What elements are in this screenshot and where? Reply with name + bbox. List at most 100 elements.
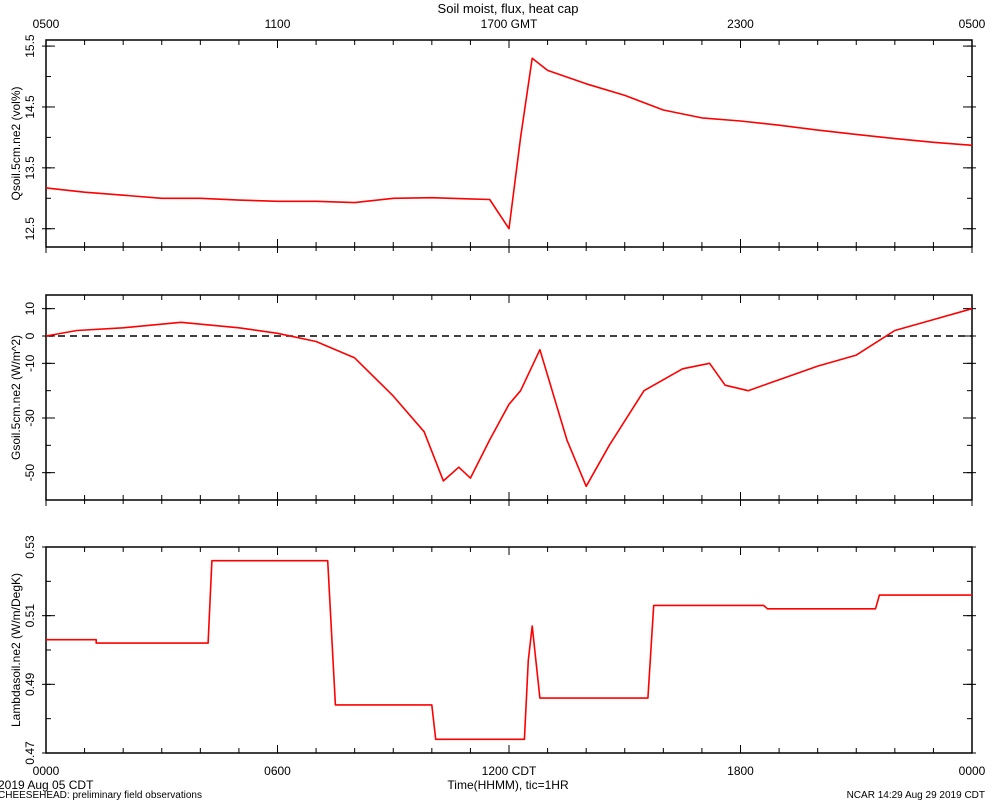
data-point: [609, 445, 611, 447]
data-point: [238, 327, 240, 329]
data-point: [709, 363, 711, 365]
data-point: [45, 187, 47, 189]
data-point: [747, 390, 749, 392]
data-point: [95, 639, 97, 641]
y-tick-label: -10: [23, 354, 37, 372]
series-line: [46, 559, 972, 741]
data-point: [585, 486, 587, 488]
x-axis-label: Time(HHMM), tic=1HR: [447, 778, 569, 792]
data-point: [392, 395, 394, 397]
plot-frame: [45, 39, 973, 248]
data-point: [327, 560, 329, 562]
data-point: [423, 431, 425, 433]
panel-2: -50 -30 -10 0 10 Gsoil.5cm.ne2 (W/m^2): [9, 294, 976, 506]
data-point: [524, 738, 526, 740]
data-point: [817, 129, 819, 131]
data-point: [971, 145, 973, 147]
data-point: [508, 404, 510, 406]
data-point: [701, 117, 703, 119]
data-point: [894, 330, 896, 332]
data-point: [277, 201, 279, 203]
data-point: [84, 191, 86, 193]
plot-frame: [45, 294, 973, 501]
data-point: [894, 138, 896, 140]
series-line: [45, 307, 973, 488]
data-point: [653, 605, 655, 607]
y-tick-label: 0.49: [23, 672, 37, 696]
data-point: [531, 625, 533, 627]
data-point: [489, 199, 491, 201]
bottom-tick-label: 1800: [727, 764, 754, 778]
data-point: [489, 439, 491, 441]
data-point: [520, 390, 522, 392]
y-tick-label: 0: [23, 332, 37, 339]
bottom-tick-label: 0000: [33, 764, 60, 778]
data-point: [315, 201, 317, 203]
y-tick-label: 14.5: [23, 95, 37, 119]
data-point: [508, 228, 510, 230]
y-tick-label: -50: [23, 464, 37, 482]
bottom-tick-label: 0000: [959, 764, 986, 778]
data-point: [200, 197, 202, 199]
data-point: [207, 642, 209, 644]
data-point: [470, 198, 472, 200]
y-tick-label: 0.51: [23, 604, 37, 628]
data-point: [933, 141, 935, 143]
top-tick-label: 0500: [33, 17, 60, 31]
data-point: [122, 327, 124, 329]
data-point: [354, 202, 356, 204]
top-tick-label: 2300: [727, 17, 754, 31]
y-tick-label: 12.5: [23, 217, 37, 241]
footer-date: 2019 Aug 05 CDT: [0, 778, 94, 792]
data-point: [431, 197, 433, 199]
top-tick-label: 1700 GMT: [481, 17, 538, 31]
data-point: [211, 560, 213, 562]
data-point: [470, 477, 472, 479]
data-point: [45, 335, 47, 337]
data-point: [95, 642, 97, 644]
y-tick-label: 0.47: [23, 741, 37, 765]
top-tick-label: 0500: [959, 17, 986, 31]
top-axis-labels: 0500 1100 1700 GMT 2300 0500: [33, 17, 986, 31]
data-point: [682, 368, 684, 370]
data-point: [817, 365, 819, 367]
y-axis-label: Gsoil.5cm.ne2 (W/m^2): [9, 335, 23, 460]
data-point: [778, 124, 780, 126]
data-point: [520, 137, 522, 139]
data-point: [933, 319, 935, 321]
data-point: [724, 384, 726, 386]
chart-title: Soil moist, flux, heat cap: [438, 1, 579, 16]
data-point: [971, 308, 973, 310]
y-axis-label: Lambdasoil.ne2 (W/m/DegK): [9, 573, 23, 727]
top-tick-label: 1100: [265, 17, 291, 31]
data-point: [76, 330, 78, 332]
data-point: [315, 341, 317, 343]
data-point: [458, 466, 460, 468]
bottom-tick-label: 1200 CDT: [482, 764, 537, 778]
y-tick-label: 13.5: [23, 156, 37, 180]
bottom-axis-labels: 0000 0600 1200 CDT 1800 0000: [33, 764, 986, 778]
y-axis-label: Qsoil.5cm.ne2 (vol%): [9, 86, 23, 200]
data-point: [879, 594, 881, 596]
y-tick-label: 15.5: [23, 34, 37, 58]
data-point: [277, 332, 279, 334]
data-point: [335, 704, 337, 706]
data-point: [663, 109, 665, 111]
data-point: [539, 349, 541, 351]
data-point: [161, 197, 163, 199]
data-point: [354, 357, 356, 359]
data-point: [527, 660, 529, 662]
data-point: [763, 605, 765, 607]
data-point: [855, 354, 857, 356]
data-point: [547, 70, 549, 72]
panel-1: 12.5 13.5 14.5 15.5 Qsoil.5cm.ne2 (vol%): [9, 34, 976, 253]
bottom-tick-label: 0600: [264, 764, 291, 778]
y-tick-label: -30: [23, 409, 37, 427]
data-point: [531, 57, 533, 59]
data-point: [238, 199, 240, 201]
data-point: [45, 639, 47, 641]
data-point: [122, 194, 124, 196]
y-tick-label: 10: [23, 302, 37, 316]
